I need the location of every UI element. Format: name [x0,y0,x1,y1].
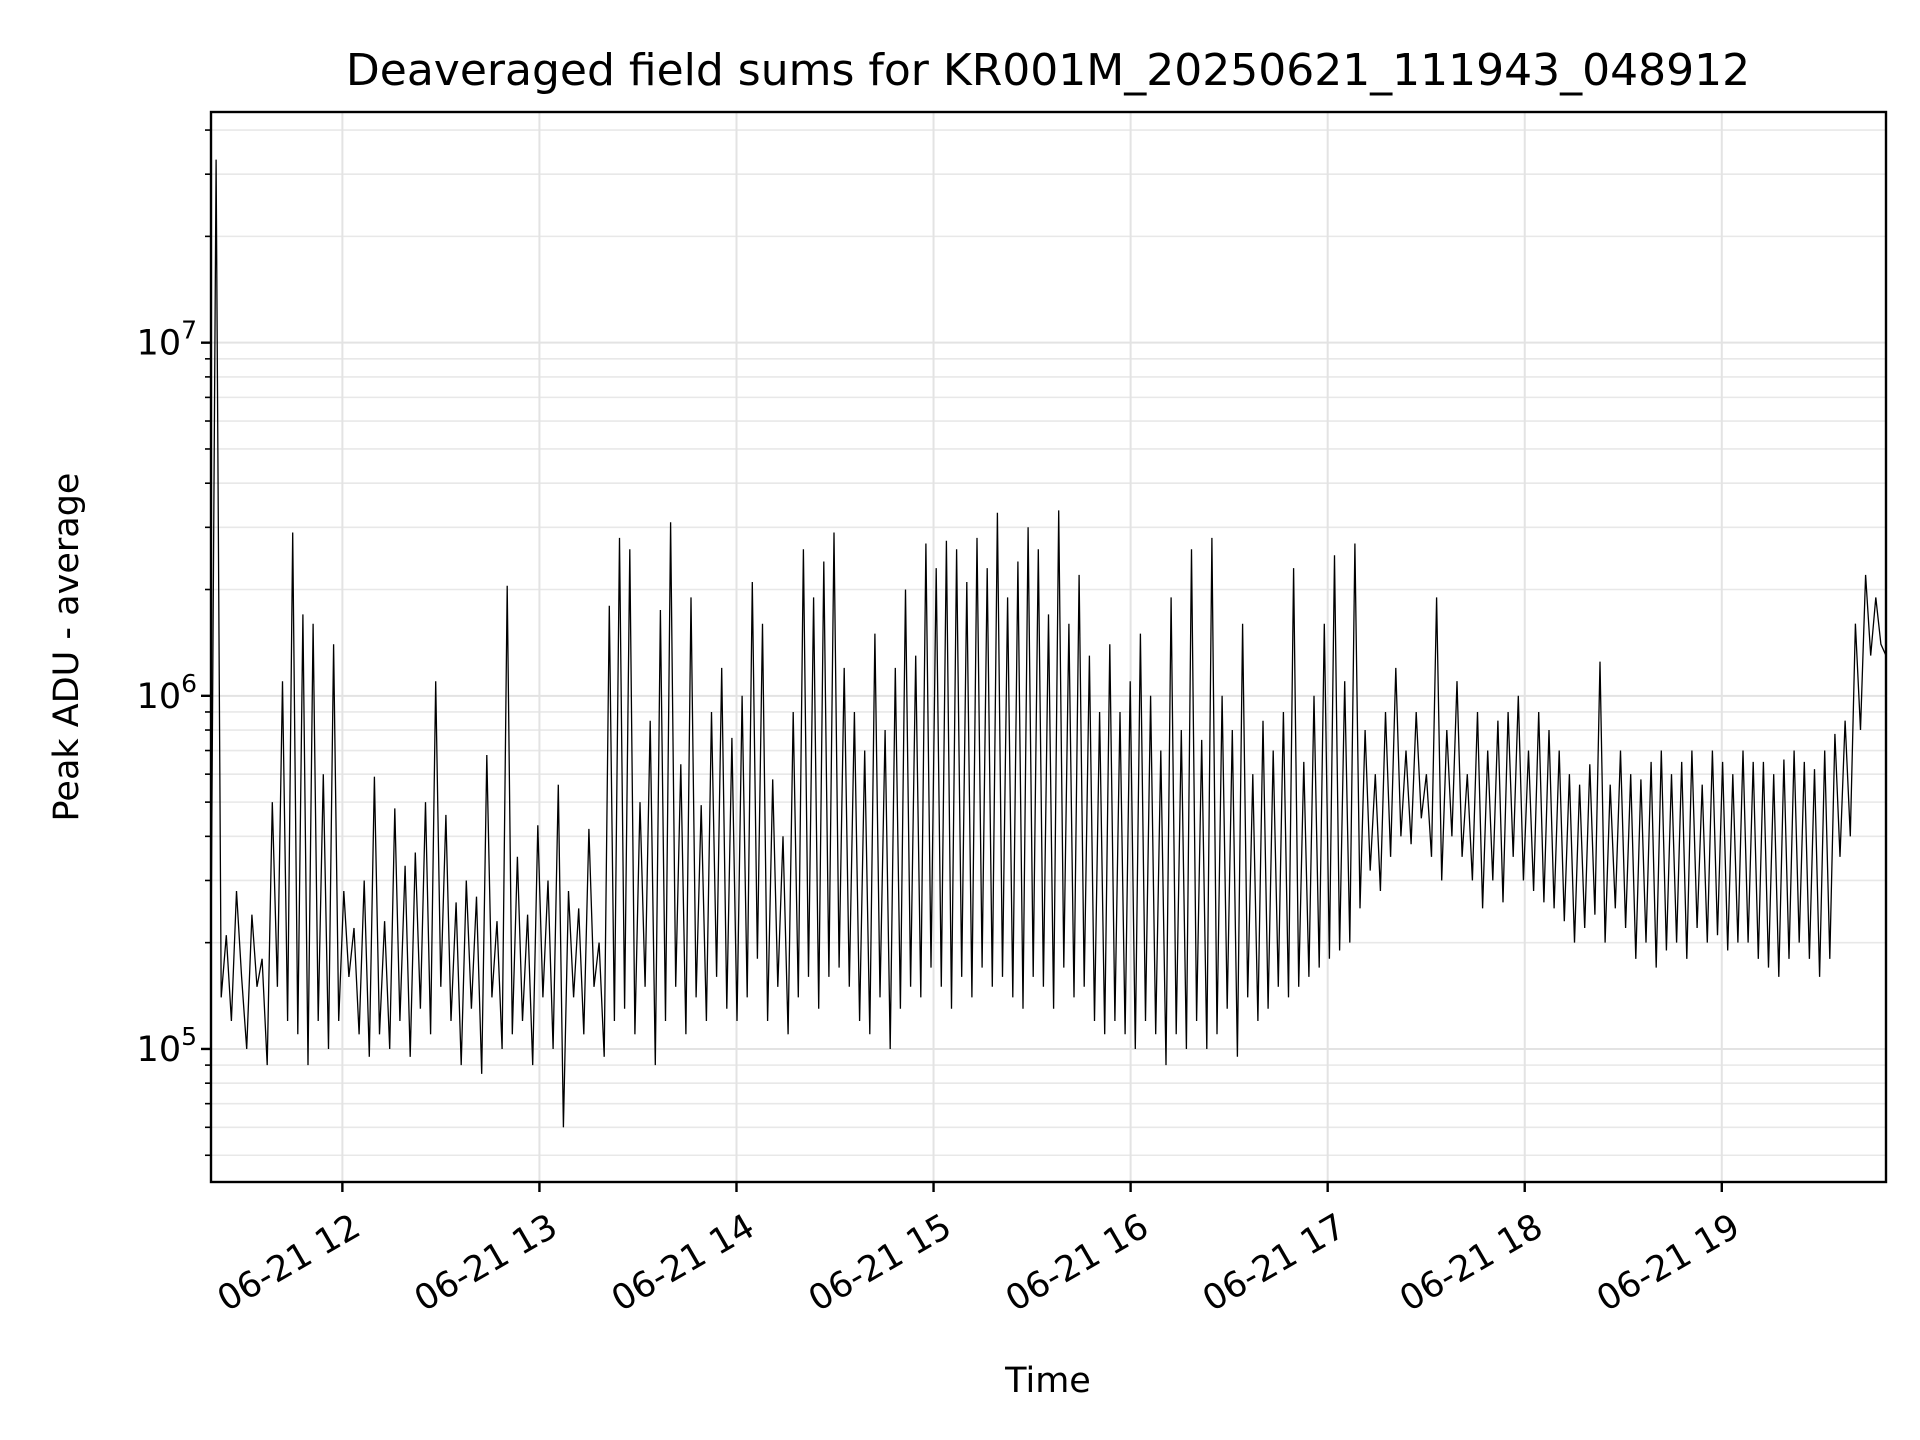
y-tick-label: 105 [137,1022,197,1070]
x-tick-label: 06-21 18 [1393,1207,1549,1320]
plot-frame [209,110,1888,1184]
y-tick-label: 106 [137,669,197,717]
chart-title: Deaveraged field sums for KR001M_2025062… [346,45,1750,96]
x-axis-label: Time [1004,1361,1091,1401]
y-tick-label: 107 [137,316,197,364]
x-tick-label: 06-21 16 [999,1207,1155,1320]
series-line [210,159,1887,1128]
series-layer [210,159,1887,1128]
x-tick-label: 06-21 17 [1196,1207,1352,1320]
x-tick-label: 06-21 12 [211,1207,367,1320]
x-tick-label: 06-21 19 [1590,1207,1746,1320]
x-tick-label: 06-21 15 [802,1207,958,1320]
x-tick-label: 06-21 14 [605,1207,761,1320]
tick-layer: 105 106 107 06-21 12 06-21 13 06-21 14 06-21 1… [137,129,1747,1320]
x-tick-label: 06-21 13 [408,1207,564,1320]
y-axis-label: Peak ADU - average [47,473,87,822]
